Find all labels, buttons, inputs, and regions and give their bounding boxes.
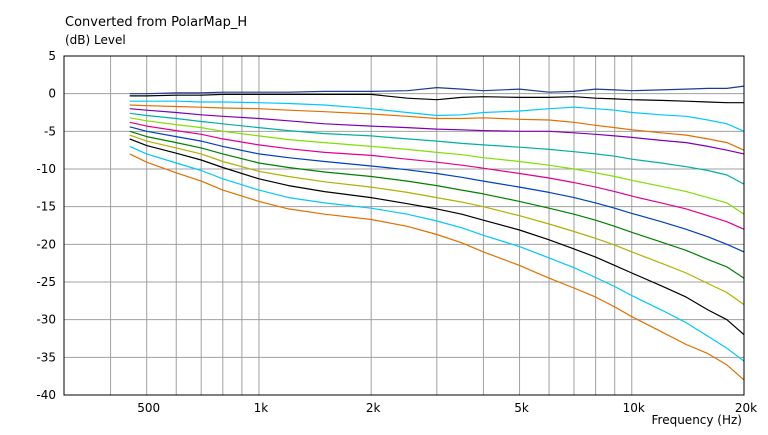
series-line-5	[129, 108, 745, 155]
series-line-10	[129, 130, 745, 279]
series-line-6	[129, 112, 745, 185]
x-tick-label: 20k	[735, 401, 757, 415]
series-line-2	[129, 93, 744, 104]
y-tick-label: -5	[44, 124, 56, 138]
series-line-12	[129, 138, 745, 336]
y-tick-label: -25	[36, 275, 56, 289]
series-line-7	[129, 117, 745, 215]
y-tick-label: 0	[48, 87, 56, 101]
series-line-4	[129, 104, 745, 151]
x-tick-label: 500	[137, 401, 160, 415]
y-tick-label: -30	[36, 313, 56, 327]
x-tick-labels: 500 1k 2k 5k 10k 20k	[137, 401, 757, 415]
x-tick-label: 1k	[254, 401, 269, 415]
y-tick-labels: 5 0 -5 -10 -15 -20 -25 -30 -35 -40	[36, 49, 56, 402]
x-tick-label: 2k	[366, 401, 381, 415]
series-line-14	[129, 153, 745, 381]
chart-title: Converted from PolarMap_H	[65, 15, 247, 30]
series-line-9	[129, 126, 745, 253]
y-tick-label: -40	[36, 388, 56, 402]
x-tick-label: 10k	[623, 401, 645, 415]
series-line-3	[129, 100, 745, 132]
grid	[64, 56, 744, 395]
y-tick-label: 5	[48, 49, 56, 63]
series-line-8	[129, 121, 745, 230]
series-group	[129, 85, 745, 381]
y-axis-label: (dB) Level	[65, 33, 126, 47]
y-tick-label: -15	[36, 200, 56, 214]
series-line-13	[129, 145, 745, 362]
x-tick-label: 5k	[514, 401, 529, 415]
x-axis-label: Frequency (Hz)	[652, 413, 743, 427]
series-line-1	[129, 85, 745, 95]
series-line-11	[129, 134, 745, 306]
y-tick-label: -35	[36, 350, 56, 364]
plot-frame	[63, 55, 745, 396]
y-tick-label: -10	[36, 162, 56, 176]
y-tick-label: -20	[36, 237, 56, 251]
